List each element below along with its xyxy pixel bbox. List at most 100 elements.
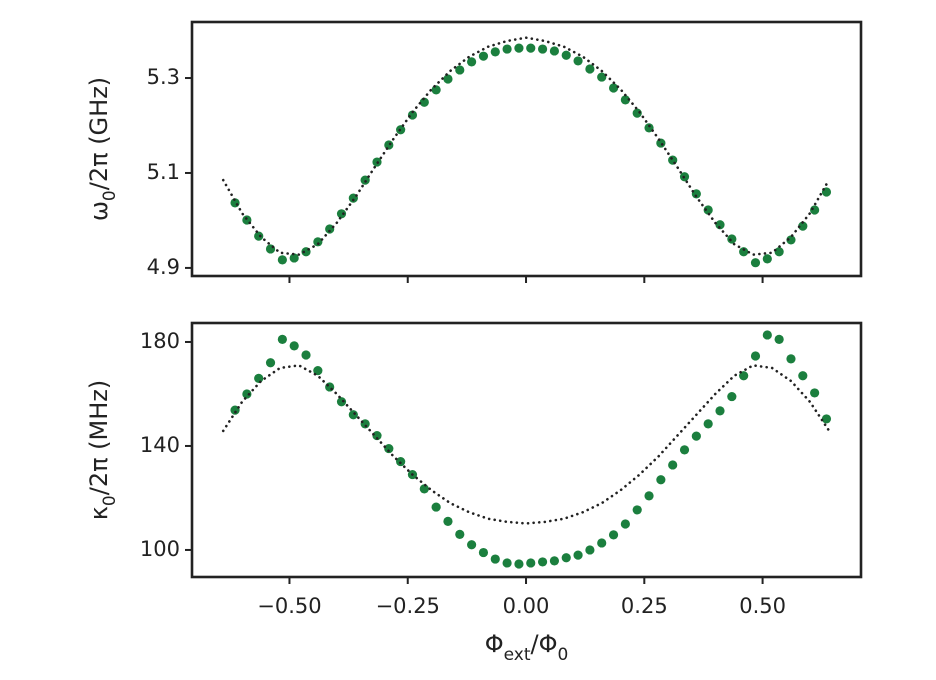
data-point xyxy=(750,258,761,268)
data-point xyxy=(632,505,642,515)
data-point xyxy=(668,155,678,165)
data-point xyxy=(467,540,477,550)
data-point xyxy=(537,557,548,567)
data-point xyxy=(537,44,548,54)
data-point xyxy=(750,351,761,361)
data-point xyxy=(573,550,583,560)
subplot: 4.9 5.1 5.3 ω0/2π (GHz) xyxy=(85,20,863,283)
data-point xyxy=(608,530,619,540)
model-curve xyxy=(221,36,831,256)
data-point xyxy=(668,460,678,470)
data-point xyxy=(715,220,725,230)
y-axis-label-part: 0 xyxy=(100,495,120,506)
y-tick-label: 140 xyxy=(140,433,180,457)
y-axis-label-part: ω xyxy=(85,201,113,221)
y-axis-label: ω0/2π (GHz) xyxy=(85,77,120,221)
data-point xyxy=(573,56,583,66)
data-point xyxy=(786,235,796,245)
data-point xyxy=(336,397,347,407)
data-point xyxy=(254,231,264,241)
x-axis-label-part: 0 xyxy=(557,645,568,665)
data-point xyxy=(254,373,264,383)
data-point xyxy=(502,558,512,568)
data-point xyxy=(265,244,276,254)
y-axis-label-part: /2π (GHz) xyxy=(85,77,113,190)
data-point xyxy=(798,221,808,231)
data-point xyxy=(490,47,500,57)
data-point xyxy=(455,529,465,539)
data-point xyxy=(821,414,832,424)
data-point xyxy=(597,538,607,548)
data-point xyxy=(644,491,654,501)
data-point xyxy=(727,391,737,402)
data-point xyxy=(301,350,311,360)
data-point xyxy=(620,519,630,529)
data-point xyxy=(561,553,571,563)
x-axis-label-part: /Φ xyxy=(530,630,557,658)
data-point xyxy=(443,516,453,526)
y-axis-label: κ0/2π (MHz) xyxy=(85,380,120,521)
data-point xyxy=(703,205,713,215)
data-point xyxy=(514,559,524,569)
data-point xyxy=(431,85,441,95)
x-tick-label: 0.25 xyxy=(621,594,668,618)
data-point xyxy=(455,65,465,75)
data-point xyxy=(490,554,500,564)
data-point xyxy=(419,97,429,107)
data-point xyxy=(620,95,630,105)
data-point xyxy=(348,410,358,420)
data-point xyxy=(549,556,560,566)
data-point xyxy=(325,382,335,392)
data-point xyxy=(478,51,489,61)
data-point xyxy=(810,388,820,398)
data-point xyxy=(762,254,772,264)
y-tick-label: 100 xyxy=(140,537,180,561)
x-axis-label: Φext/Φ0 xyxy=(485,630,569,665)
y-tick-label: 5.3 xyxy=(147,65,180,89)
data-point xyxy=(372,430,382,441)
data-point xyxy=(467,57,477,67)
data-point xyxy=(277,255,287,265)
y-tick-label: 5.1 xyxy=(147,160,180,184)
data-point xyxy=(242,389,252,399)
y-axis-label-part: /2π (MHz) xyxy=(85,380,113,496)
data-point xyxy=(585,64,595,74)
data-point xyxy=(289,341,299,351)
data-point xyxy=(561,50,571,60)
y-tick-label: 4.9 xyxy=(147,255,180,279)
data-point xyxy=(502,44,512,54)
data-point xyxy=(715,406,725,416)
data-point xyxy=(384,443,394,454)
model-curve xyxy=(221,364,831,525)
data-point xyxy=(265,358,276,368)
data-point xyxy=(798,371,808,381)
data-point xyxy=(644,123,654,133)
data-point xyxy=(313,365,323,376)
data-point xyxy=(774,247,784,257)
data-point xyxy=(419,484,429,494)
data-point xyxy=(549,46,560,56)
data-point xyxy=(691,431,701,441)
data-point xyxy=(727,234,737,244)
data-point xyxy=(774,334,784,344)
data-point xyxy=(632,108,642,118)
x-tick-label: 0.50 xyxy=(739,594,786,618)
x-tick-label: −0.50 xyxy=(257,594,321,618)
x-tick-label: −0.25 xyxy=(376,594,440,618)
data-point xyxy=(384,140,394,150)
data-point xyxy=(585,545,595,555)
data-point xyxy=(739,247,749,257)
data-point xyxy=(656,475,666,485)
axes-frame xyxy=(190,321,863,579)
y-tick-label: 180 xyxy=(140,329,180,353)
data-point xyxy=(526,43,536,53)
data-point xyxy=(703,419,713,429)
data-point xyxy=(739,371,749,381)
data-point xyxy=(313,237,323,247)
data-point xyxy=(762,330,772,340)
y-axis-label-part: 0 xyxy=(100,190,120,201)
data-point xyxy=(336,209,347,219)
data-point xyxy=(656,138,666,148)
